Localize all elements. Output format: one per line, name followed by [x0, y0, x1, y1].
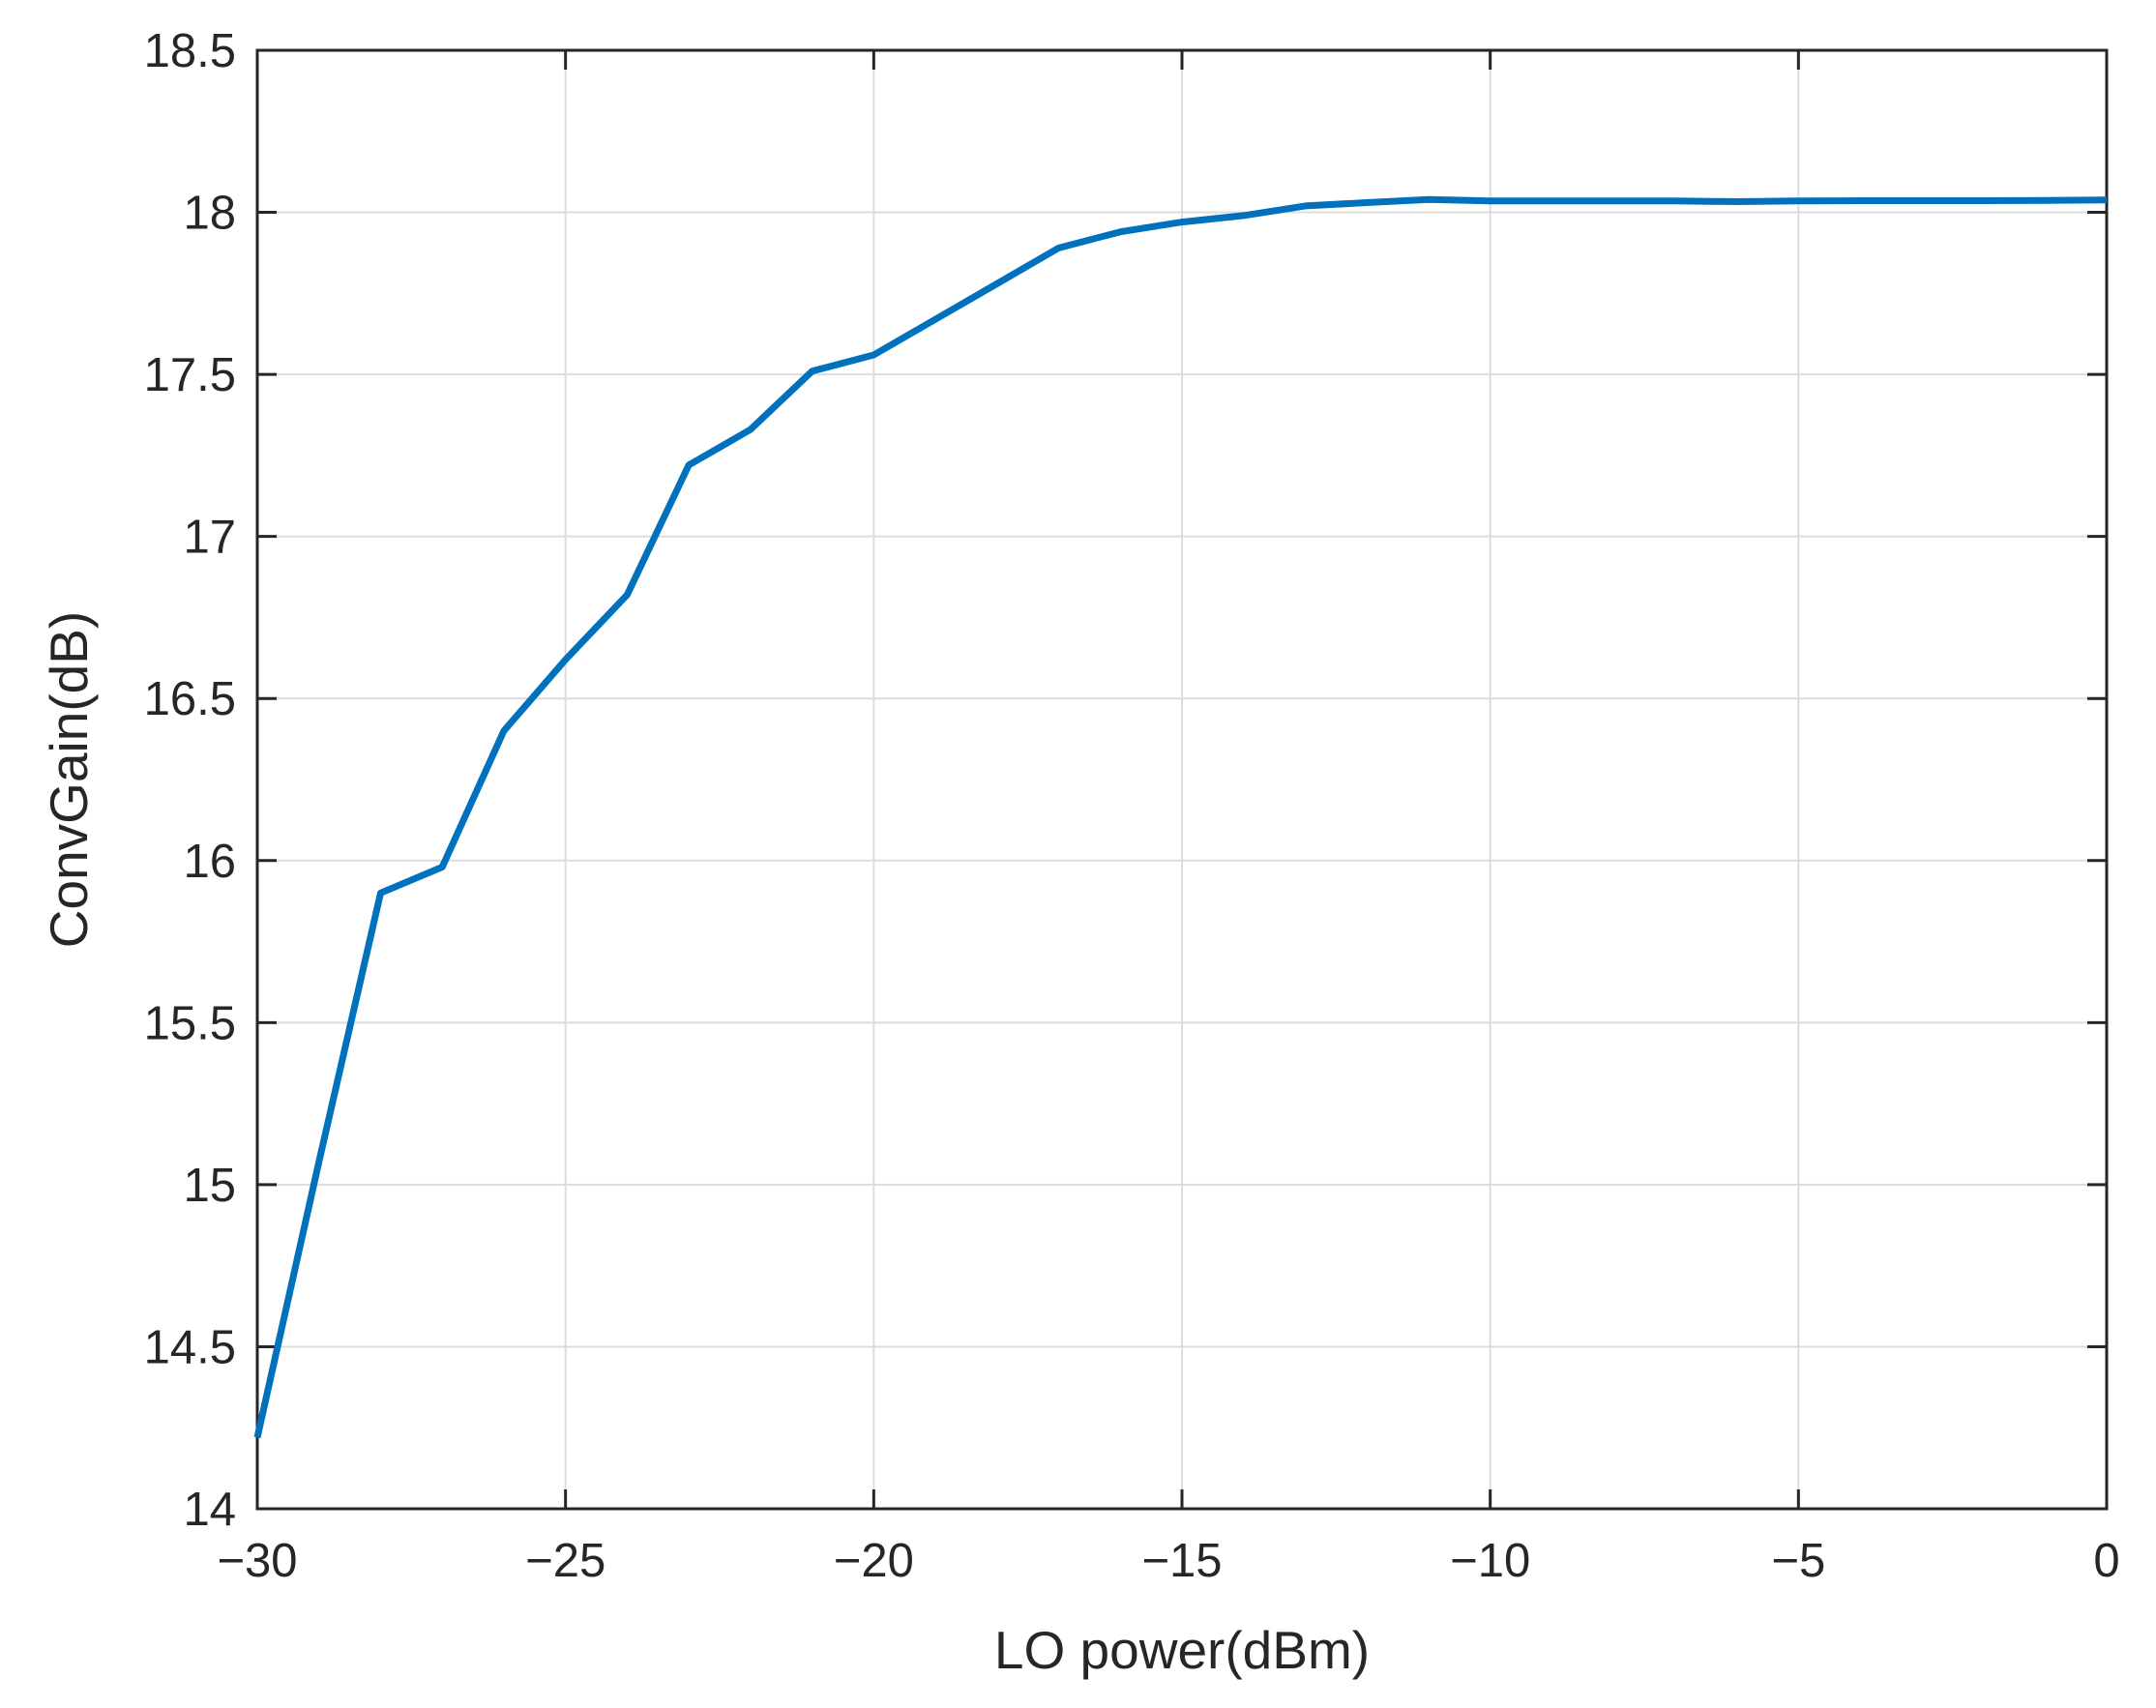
y-axis-label: ConvGain(dB): [39, 611, 99, 948]
y-tick-label: 16: [183, 836, 236, 888]
series-line: [253, 195, 2108, 1439]
y-tick-label: 18: [183, 188, 236, 240]
y-tick-label: 17.5: [144, 349, 236, 401]
series-layer: [253, 195, 2108, 1439]
y-tick-label: 15.5: [144, 997, 236, 1049]
y-tick-label: 17: [183, 512, 236, 564]
x-tick-label: −15: [1141, 1535, 1222, 1587]
y-tick-label: 16.5: [144, 673, 236, 725]
plot-frame: [255, 48, 2109, 1511]
x-tick-label: 0: [2093, 1535, 2119, 1587]
x-tick-label: −30: [217, 1535, 297, 1587]
y-tick-label: 14: [183, 1484, 236, 1536]
x-axis-label: LO power(dBm): [994, 1620, 1370, 1680]
x-tick-label: −5: [1771, 1535, 1825, 1587]
y-tick-label: 14.5: [144, 1321, 236, 1373]
x-tick-labels: −30 −25 −20 −15 −10 −5 0: [217, 1535, 2119, 1587]
x-tick-label: −20: [834, 1535, 914, 1587]
x-tick-label: −10: [1450, 1535, 1530, 1587]
y-tick-label: 18.5: [144, 25, 236, 77]
y-tick-label: 15: [183, 1160, 236, 1212]
x-tick-label: −25: [525, 1535, 605, 1587]
y-tick-labels: 14 14.5 15 15.5 16 16.5 17 17.5 18 18.5: [144, 25, 236, 1536]
